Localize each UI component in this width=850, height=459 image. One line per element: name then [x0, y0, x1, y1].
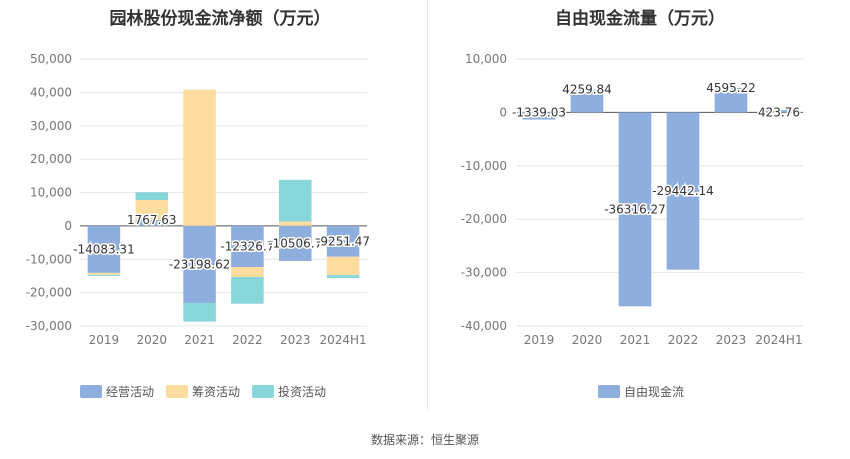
legend-item-financing[interactable]: 筹资活动 — [166, 383, 240, 400]
right-bar-primary — [714, 87, 748, 113]
panel-divider — [427, 0, 428, 410]
left-legend: 经营活动 筹资活动 投资活动 — [80, 383, 326, 400]
left-data-label: -12326.7 — [220, 239, 274, 253]
left-bar-series-2 — [278, 179, 312, 222]
legend-item-free-cash-flow[interactable]: 自由现金流 — [598, 383, 684, 400]
left-y-tick-label: 50,000 — [30, 52, 72, 66]
left-x-tick-label: 2023 — [280, 333, 311, 347]
left-x-tick-label: 2019 — [89, 333, 120, 347]
left-bar-series-2 — [326, 275, 360, 279]
left-bar-series-2 — [231, 277, 264, 304]
right-bar-primary — [522, 112, 556, 120]
right-x-tick-label: 2021 — [620, 333, 651, 347]
left-bar-series-1 — [326, 256, 360, 276]
right-y-tick-label: -10,000 — [461, 159, 507, 173]
left-data-label: -10506.7 — [268, 236, 322, 250]
left-y-tick-label: 40,000 — [30, 85, 72, 99]
data-source-note: 数据来源：恒生聚源 — [370, 433, 479, 447]
right-y-tick-label: -30,000 — [461, 266, 507, 280]
legend-label-financing: 筹资活动 — [192, 385, 241, 399]
right-x-tick-label: 2023 — [716, 333, 747, 347]
right-chart-title: 自由现金流量（万元） — [555, 9, 725, 29]
legend-item-operating[interactable]: 经营活动 — [80, 383, 154, 400]
right-bar-primary — [570, 89, 604, 113]
left-bar-series-1 — [278, 221, 312, 226]
right-bar-primary — [762, 110, 796, 113]
left-y-tick-label: -30,000 — [26, 319, 72, 333]
left-chart-title: 园林股份现金流净额（万元） — [109, 9, 331, 29]
left-bar-primary — [326, 225, 360, 257]
right-y-tick-label: 10,000 — [465, 52, 507, 66]
right-x-tick-label: 2019 — [524, 333, 555, 347]
legend-item-investing[interactable]: 投资活动 — [252, 383, 326, 400]
legend-swatch-investing — [252, 385, 275, 398]
legend-label-operating: 经营活动 — [106, 385, 155, 399]
right-x-tick-label: 2020 — [572, 333, 603, 347]
right-y-tick-label: -40,000 — [461, 319, 507, 333]
right-bar-primary — [666, 112, 700, 270]
right-y-tick-label: 0 — [499, 105, 507, 119]
left-bar-series-1 — [231, 267, 264, 278]
left-data-label: -14083.31 — [73, 242, 135, 256]
left-bar-series-2 — [87, 274, 121, 276]
left-y-tick-label: 20,000 — [30, 152, 72, 166]
legend-swatch-free-cash-flow — [598, 385, 620, 398]
legend-swatch-operating — [80, 385, 102, 398]
left-x-tick-label: 2020 — [136, 333, 167, 347]
right-data-label: 4595.22 — [706, 81, 756, 95]
right-legend: 自由现金流 — [598, 383, 684, 400]
right-x-tick-label: 2022 — [668, 333, 699, 347]
left-bar-primary — [278, 225, 312, 261]
left-bar-primary — [87, 225, 121, 273]
legend-swatch-financing — [166, 385, 189, 398]
left-y-tick-label: -20,000 — [26, 286, 72, 300]
right-data-label: -1339.03 — [512, 105, 566, 119]
left-bar-series-1 — [135, 199, 169, 220]
left-x-tick-label: 2021 — [184, 333, 215, 347]
left-bar-series-1 — [183, 89, 216, 226]
left-data-label: -23198.62 — [169, 258, 231, 272]
left-bar-primary — [135, 219, 169, 226]
left-x-tick-label: 2024H1 — [319, 333, 366, 347]
legend-label-free-cash-flow: 自由现金流 — [624, 385, 685, 399]
left-bar-primary — [183, 225, 216, 304]
left-data-label: -9251.47 — [316, 234, 370, 248]
left-y-tick-label: -10,000 — [26, 252, 72, 266]
left-y-tick-label: 0 — [64, 219, 72, 233]
left-x-tick-label: 2022 — [232, 333, 263, 347]
left-bar-series-2 — [183, 303, 216, 322]
left-bar-series-2 — [135, 192, 169, 200]
right-y-tick-label: -20,000 — [461, 212, 507, 226]
right-x-tick-label: 2024H1 — [755, 333, 802, 347]
right-data-label: 4259.84 — [562, 83, 612, 97]
right-data-label: -36316.27 — [604, 202, 666, 216]
right-bar-primary — [618, 112, 652, 307]
left-y-tick-label: 10,000 — [30, 186, 72, 200]
left-bar-series-1 — [87, 272, 121, 275]
legend-label-investing: 投资活动 — [278, 385, 327, 399]
left-bar-primary — [231, 225, 264, 268]
left-data-label: 1767.63 — [127, 213, 177, 227]
right-data-label: -29442.14 — [652, 184, 714, 198]
right-data-label: 423.76 — [758, 105, 800, 119]
left-y-tick-label: 30,000 — [30, 119, 72, 133]
